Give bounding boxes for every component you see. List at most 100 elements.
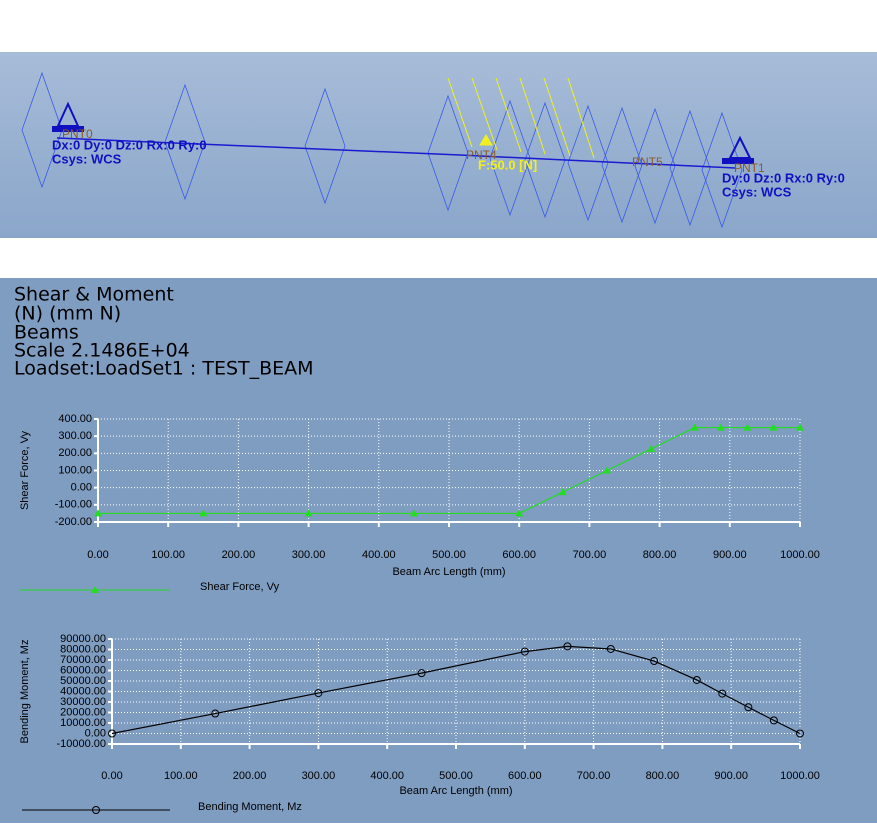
legend-marker [91,586,99,593]
x-tick-label: 300.00 [302,770,336,782]
y-axis-label: Bending Moment, Mz [19,640,31,744]
data-point [199,509,208,517]
legend-marker [92,806,100,814]
x-tick-label: 0.00 [101,770,122,782]
mesh-diamond [601,106,643,224]
x-tick-label: 1000.00 [780,770,820,782]
data-point [718,689,727,698]
point-label: PNT1 [734,161,765,175]
data-point [314,689,323,698]
y-tick-label: -10000.00 [56,738,106,750]
beam-line [56,137,736,169]
data-point [304,509,313,517]
point-label: PNT4 [466,148,497,162]
y-tick-label: 0.00 [71,482,92,494]
right-support [722,135,754,164]
mesh-diamond [164,83,206,201]
y-tick-label: 80000.00 [60,643,106,655]
legend-label: Bending Moment, Mz [198,801,302,813]
data-point [108,729,116,738]
x-tick-label: 100.00 [164,770,198,782]
y-tick-label: 90000.00 [60,633,106,645]
x-tick-label: 100.00 [151,549,185,561]
y-tick-label: 40000.00 [60,685,106,697]
y-tick-label: 50000.00 [60,675,106,687]
data-point [647,444,656,452]
mesh-diamond [567,104,609,222]
y-tick-label: 20000.00 [60,706,106,718]
mesh-diamond [427,94,469,212]
header-line: Scale 2.1486E+04 [14,340,190,362]
y-tick-label: 70000.00 [60,654,106,666]
point-label: PNT5 [632,155,663,169]
mesh-diamond [21,71,63,189]
x-tick-label: 600.00 [502,549,536,561]
y-axis-label: Shear Force, Vy [19,430,31,510]
x-tick-label: 600.00 [508,770,542,782]
data-point [769,716,778,725]
mesh-diamond [524,101,566,219]
y-tick-label: 30000.00 [60,696,106,708]
header-line: Shear & Moment [14,284,174,306]
y-tick-label: 200.00 [58,447,92,459]
data-point [692,675,701,684]
y-tick-label: 0.00 [85,727,106,739]
data-point [796,423,804,431]
y-tick-label: 10000.00 [60,717,106,729]
x-tick-label: 1000.00 [780,549,820,561]
x-tick-label: 0.00 [87,549,108,561]
header-line: Loadset:LoadSet1 : TEST_BEAM [14,358,314,380]
x-tick-label: 800.00 [646,770,680,782]
beam-mesh [21,71,743,229]
x-axis-label: Beam Arc Length (mm) [392,566,505,578]
load-arrows [447,77,595,159]
model-viewport[interactable] [0,52,877,238]
data-point [743,423,752,431]
data-point [650,657,659,666]
x-tick-label: 700.00 [573,549,607,561]
load-label: F:50.0 [N] [478,157,537,172]
data-point [606,644,615,653]
x-tick-label: 400.00 [370,770,404,782]
data-point [796,729,804,738]
data-point [94,509,102,517]
series-line [111,645,801,735]
mesh-diamond [701,111,743,229]
data-point [602,466,611,474]
constraint-label: Dy:0 Dz:0 Rx:0 Ry:0 [722,170,845,185]
header-line: (N) (mm N) [14,303,121,325]
data-point [769,423,778,431]
x-tick-label: 800.00 [643,549,677,561]
data-point [211,709,220,718]
data-point [515,509,524,517]
data-point [690,423,699,431]
x-tick-label: 400.00 [362,549,396,561]
mesh-diamond [634,107,676,225]
legend-label: Shear Force, Vy [200,581,280,593]
constraint-label: Dx:0 Dy:0 Dz:0 Rx:0 Ry:0 [52,137,207,152]
mesh-diamond [304,87,346,205]
x-tick-label: 900.00 [714,770,748,782]
x-tick-label: 500.00 [439,770,473,782]
csys-label: Csys: WCS [52,151,122,166]
left-support [52,101,84,132]
mesh-diamond [669,109,711,227]
point-label: PNT0 [62,127,93,141]
data-point [563,642,572,651]
y-tick-label: 100.00 [58,464,92,476]
x-tick-label: 200.00 [222,549,256,561]
header-line: Beams [14,322,79,344]
y-tick-label: 60000.00 [60,664,106,676]
data-point [520,647,529,656]
data-point [409,509,418,517]
x-tick-label: 900.00 [713,549,747,561]
x-tick-label: 200.00 [233,770,267,782]
y-tick-label: -100.00 [55,499,92,511]
x-axis-label: Beam Arc Length (mm) [399,785,512,797]
y-tick-label: 400.00 [58,413,92,425]
y-tick-label: -200.00 [55,516,92,528]
mesh-diamond [489,99,531,217]
csys-label: Csys: WCS [722,184,792,199]
